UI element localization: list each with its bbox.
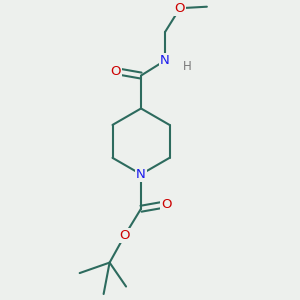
Text: O: O: [119, 229, 130, 242]
Text: O: O: [110, 64, 121, 78]
Text: N: N: [136, 168, 146, 181]
Text: O: O: [161, 198, 172, 211]
Text: O: O: [175, 2, 185, 15]
Text: N: N: [160, 54, 170, 67]
Text: H: H: [183, 60, 192, 73]
